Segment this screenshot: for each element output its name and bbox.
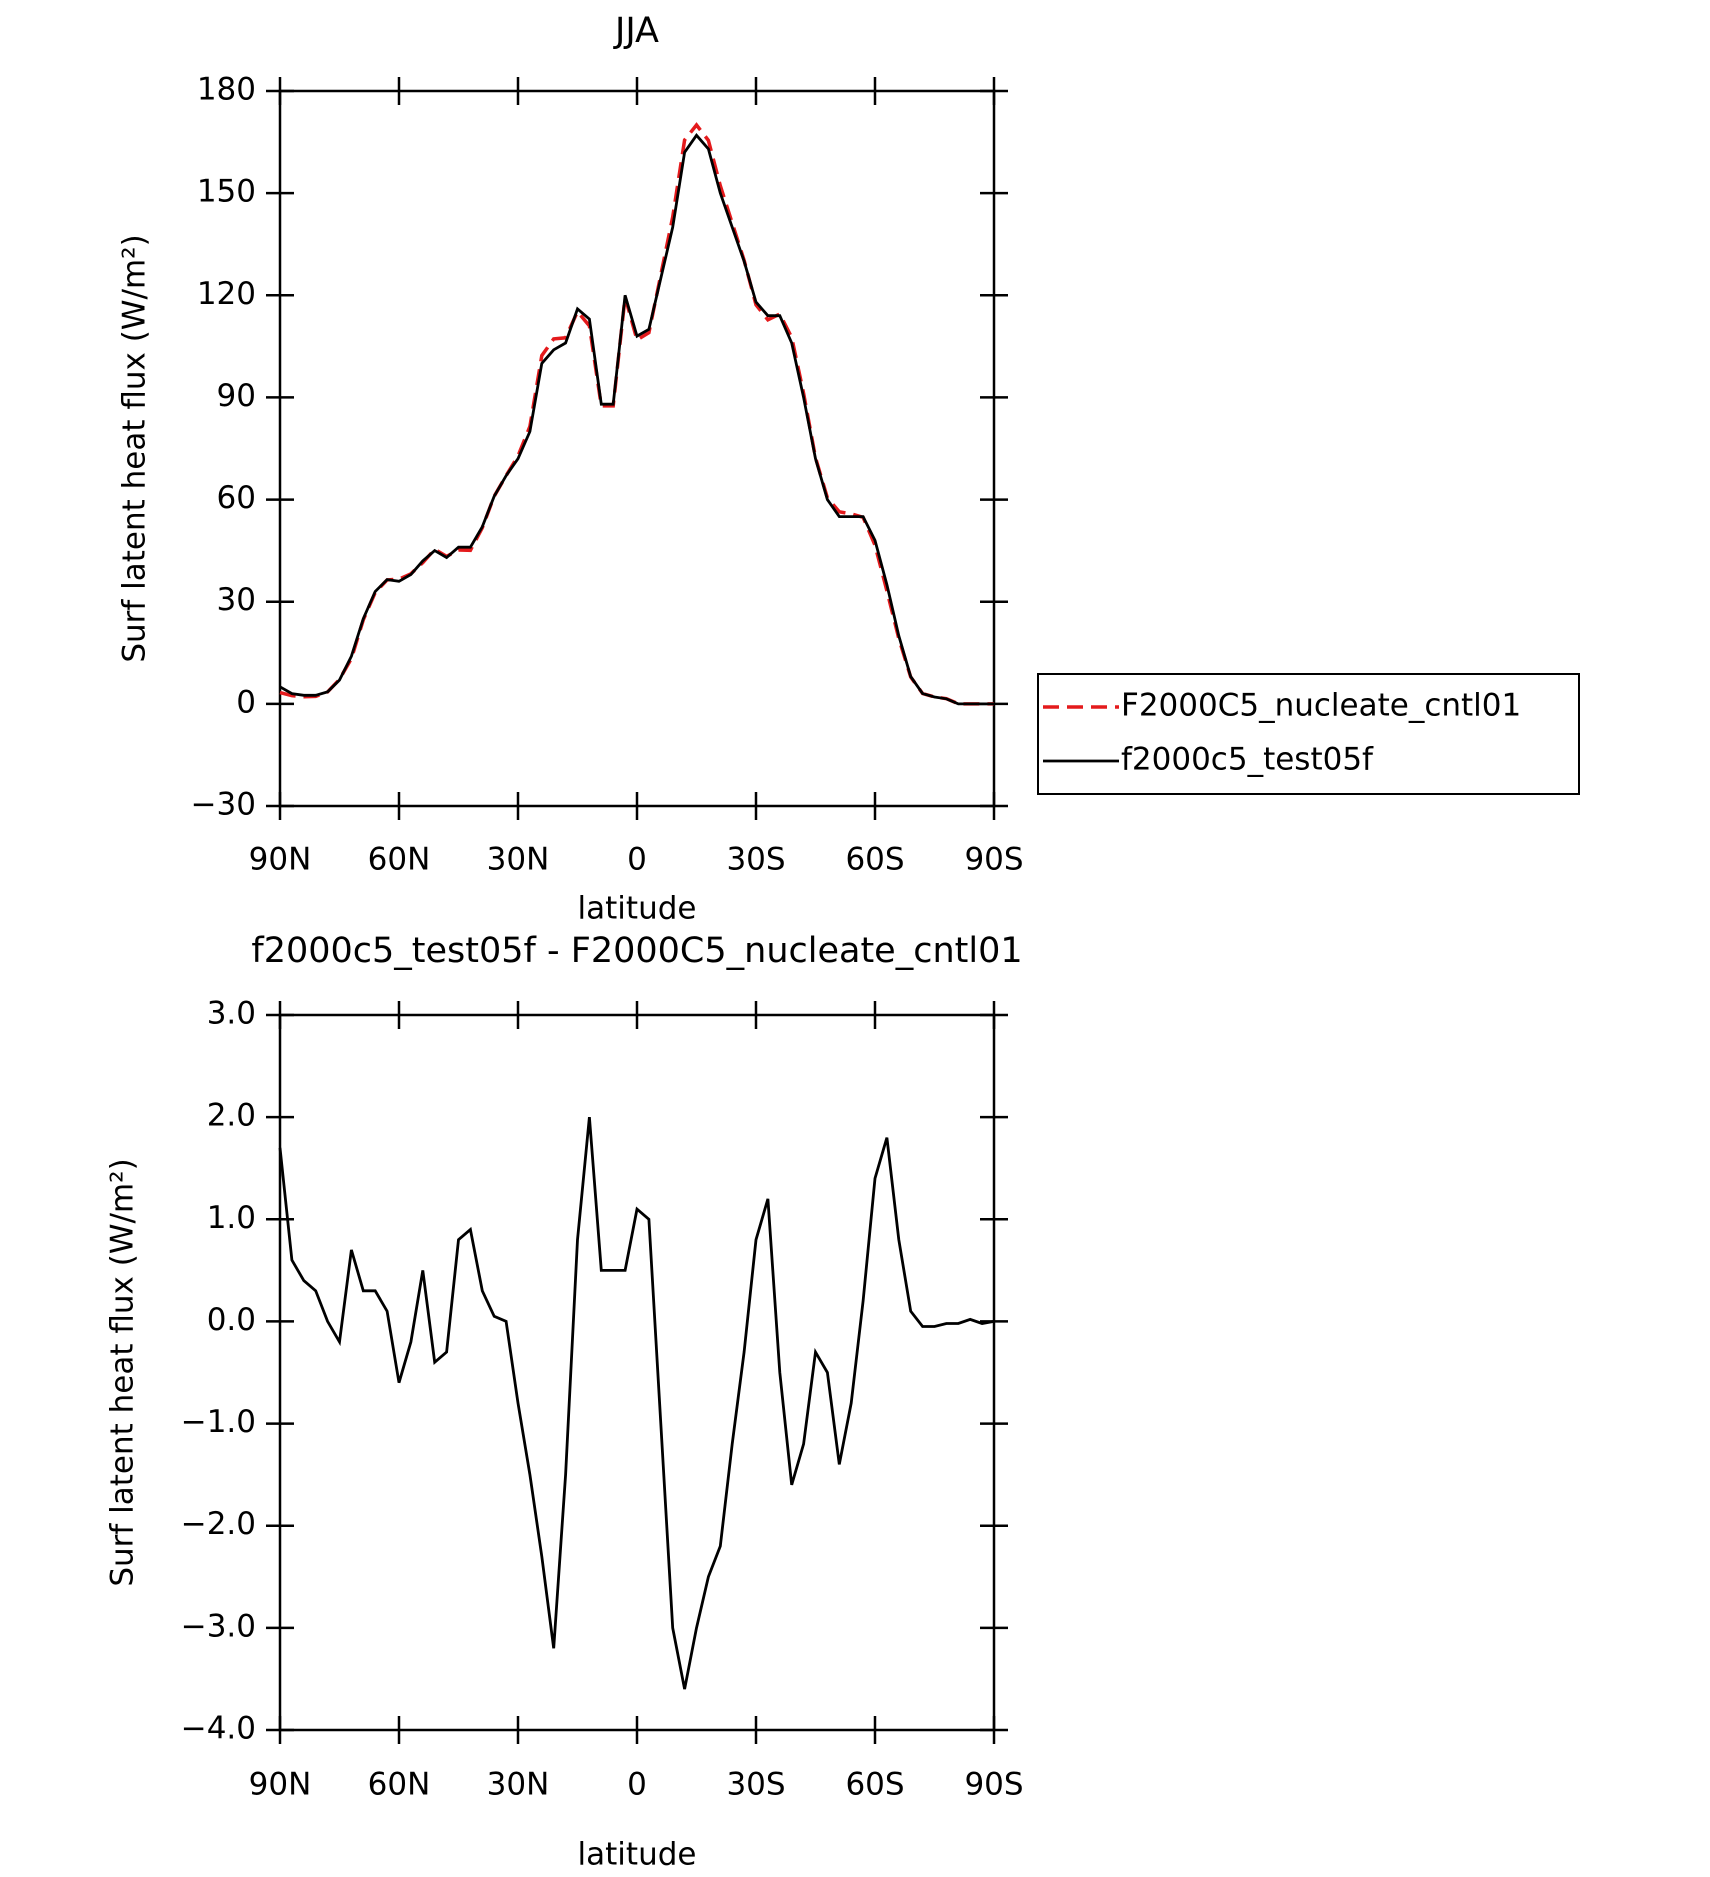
plot-frame (278, 1013, 996, 1732)
x-tick-label: 0 (627, 1767, 647, 1803)
x-tick-label: 60S (845, 842, 904, 878)
y-tick-label: −4.0 (181, 1711, 256, 1747)
y-tick-label: −1.0 (181, 1404, 256, 1440)
data-line (279, 122, 995, 706)
data-line (278, 1116, 995, 1690)
chart-title: JJA (613, 11, 659, 51)
x-tick-label: 0 (627, 842, 647, 878)
x-tick-label: 90N (249, 1767, 312, 1803)
y-tick-label: −3.0 (181, 1608, 256, 1644)
plot-frame (278, 89, 996, 808)
x-tick-label: 30N (487, 842, 550, 878)
data-line (279, 133, 994, 706)
y-tick-label: −30 (191, 787, 256, 823)
y-tick-label: 0 (236, 684, 256, 720)
y-tick-label: 0.0 (207, 1302, 256, 1338)
legend-label: F2000C5_nucleate_cntl01 (1121, 688, 1521, 724)
chart-title: f2000c5_test05f - F2000C5_nucleate_cntl0… (251, 931, 1022, 971)
x-tick-label: 90S (964, 1767, 1023, 1803)
x-tick-label: 60N (368, 1767, 431, 1803)
y-tick-label: 120 (197, 276, 256, 312)
x-axis-label: latitude (578, 1837, 697, 1873)
y-tick-label: 150 (197, 174, 256, 210)
y-tick-label: 1.0 (207, 1200, 256, 1236)
x-tick-label: 30S (726, 842, 785, 878)
x-tick-label: 90S (964, 842, 1023, 878)
y-axis-label: Surf latent heat flux (W/m²) (105, 1158, 141, 1586)
y-tick-label: 180 (197, 72, 256, 108)
y-tick-label: 3.0 (207, 996, 256, 1032)
y-tick-label: 60 (217, 480, 256, 516)
y-tick-label: 30 (217, 582, 256, 618)
y-tick-label: 2.0 (207, 1098, 256, 1134)
y-axis-label: Surf latent heat flux (W/m²) (117, 234, 153, 662)
y-tick-label: 90 (217, 378, 256, 414)
x-tick-label: 60N (368, 842, 431, 878)
x-axis-label: latitude (578, 891, 697, 927)
legend-label: f2000c5_test05f (1121, 742, 1374, 778)
x-tick-label: 60S (845, 1767, 904, 1803)
y-tick-label: −2.0 (181, 1506, 256, 1542)
x-tick-label: 30N (487, 1767, 550, 1803)
legend-box (1037, 673, 1580, 795)
x-tick-label: 30S (726, 1767, 785, 1803)
x-tick-label: 90N (249, 842, 312, 878)
